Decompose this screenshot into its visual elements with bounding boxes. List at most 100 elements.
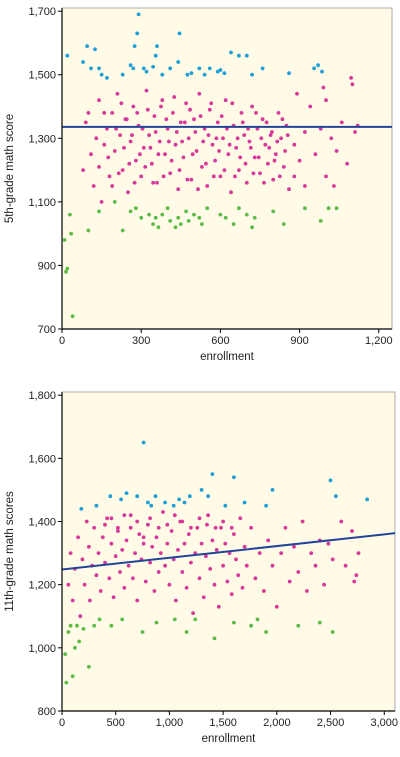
data-point xyxy=(200,165,204,169)
data-point xyxy=(256,155,261,160)
data-point xyxy=(120,72,125,77)
data-point xyxy=(210,472,215,476)
data-point xyxy=(283,149,287,153)
data-point xyxy=(156,152,161,157)
y-tick-label: 700 xyxy=(38,324,56,336)
data-point xyxy=(352,579,357,584)
x-tick-label: 2,000 xyxy=(263,717,291,729)
data-point xyxy=(292,174,297,179)
data-point xyxy=(262,589,266,593)
data-point xyxy=(65,266,70,271)
data-point xyxy=(172,513,177,518)
data-point xyxy=(156,525,161,530)
data-point xyxy=(141,145,146,150)
data-point xyxy=(309,551,314,555)
data-point xyxy=(92,525,97,530)
data-point xyxy=(64,680,69,685)
data-point xyxy=(99,72,104,77)
data-point xyxy=(62,238,67,242)
data-point xyxy=(94,503,99,508)
data-point xyxy=(132,180,137,185)
data-point xyxy=(318,219,323,223)
data-point xyxy=(326,541,331,546)
data-point xyxy=(165,522,170,527)
data-point xyxy=(89,66,93,71)
data-point xyxy=(184,209,189,214)
y-tick-label: 1,600 xyxy=(28,453,56,465)
data-point xyxy=(232,620,236,625)
data-point xyxy=(182,500,187,505)
data-point xyxy=(97,209,101,214)
data-point xyxy=(349,76,353,80)
data-point xyxy=(143,579,148,584)
data-point xyxy=(287,71,291,76)
data-point xyxy=(189,177,194,182)
data-point xyxy=(206,494,211,499)
data-point xyxy=(165,206,170,211)
data-point xyxy=(259,136,264,141)
data-point xyxy=(229,592,234,596)
data-point xyxy=(164,117,169,122)
data-point xyxy=(152,589,157,593)
data-point xyxy=(308,104,313,109)
data-point xyxy=(156,570,161,574)
series-high xyxy=(65,12,324,80)
data-point xyxy=(303,206,307,211)
data-point xyxy=(313,152,318,157)
data-point xyxy=(177,497,182,502)
data-point xyxy=(283,525,288,530)
data-point xyxy=(160,98,165,103)
data-point xyxy=(145,107,150,112)
data-point xyxy=(206,513,211,518)
y-axis-label: 5th-grade math score xyxy=(4,114,16,223)
data-point xyxy=(221,519,226,524)
data-point xyxy=(271,209,276,214)
data-point xyxy=(163,152,167,157)
data-point xyxy=(154,620,159,625)
data-point xyxy=(147,133,152,138)
data-point xyxy=(68,212,72,217)
data-point xyxy=(180,519,185,524)
data-point xyxy=(250,72,255,77)
data-point xyxy=(238,155,243,160)
data-point xyxy=(163,500,168,505)
data-point xyxy=(296,570,301,574)
data-point xyxy=(242,133,247,138)
data-point xyxy=(244,53,249,58)
data-point xyxy=(153,130,158,134)
data-point xyxy=(146,522,150,527)
data-point xyxy=(176,548,180,552)
data-point xyxy=(81,168,85,173)
data-point xyxy=(296,623,301,628)
data-point xyxy=(89,152,93,157)
data-point xyxy=(281,222,286,227)
data-point xyxy=(210,142,215,147)
data-point xyxy=(94,136,99,141)
data-point xyxy=(339,120,344,125)
data-point xyxy=(249,525,254,530)
data-point xyxy=(270,130,274,134)
data-point xyxy=(264,630,268,634)
data-point xyxy=(249,623,254,628)
data-point xyxy=(102,142,107,147)
data-point xyxy=(168,219,173,223)
data-point xyxy=(75,623,79,628)
data-point xyxy=(263,142,268,147)
data-point xyxy=(205,522,209,527)
data-point xyxy=(210,538,215,543)
data-point xyxy=(135,494,140,499)
data-point xyxy=(176,60,181,64)
data-point xyxy=(250,104,255,109)
data-point xyxy=(173,225,178,230)
data-point xyxy=(353,130,357,134)
data-point xyxy=(109,623,114,628)
data-point xyxy=(131,104,136,109)
data-point xyxy=(122,513,127,518)
data-point xyxy=(222,168,227,173)
data-point xyxy=(109,541,114,546)
data-point xyxy=(151,180,156,185)
data-point xyxy=(97,617,102,622)
data-point xyxy=(184,585,189,590)
data-point xyxy=(128,63,133,68)
data-point xyxy=(143,165,148,169)
